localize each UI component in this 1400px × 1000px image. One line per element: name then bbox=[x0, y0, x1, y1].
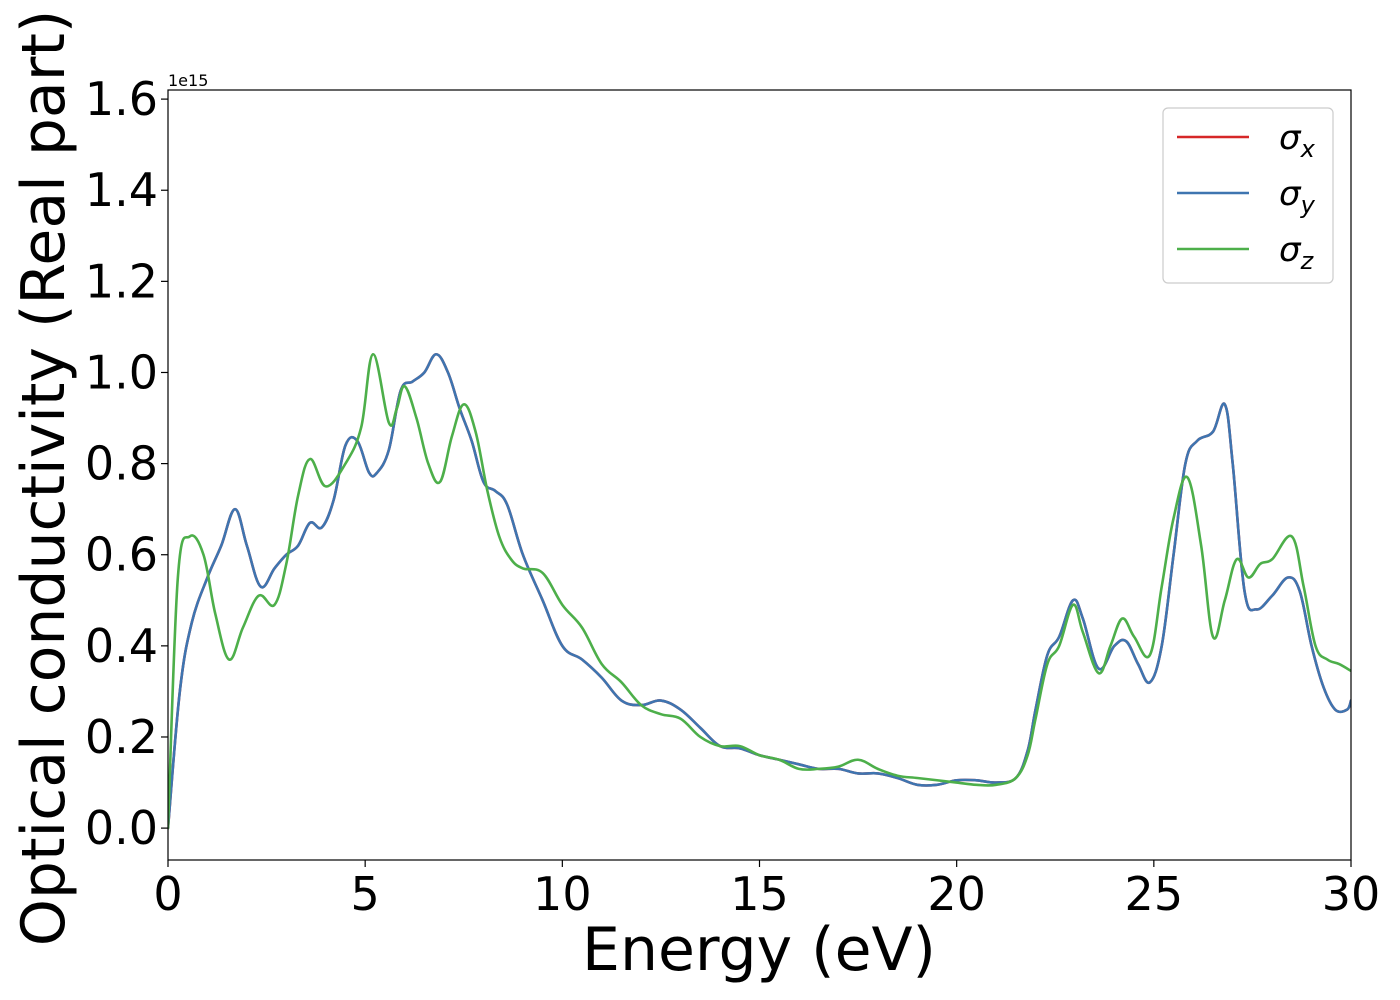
x-tick-label: 10 bbox=[533, 867, 592, 921]
x-tick-label: 15 bbox=[730, 867, 789, 921]
x-axis-label: Energy (eV) bbox=[582, 915, 936, 985]
y-tick-label: 0.2 bbox=[85, 710, 158, 764]
y-tick-label: 0.6 bbox=[85, 528, 158, 582]
y-tick-label: 0.8 bbox=[85, 437, 158, 491]
series-layer bbox=[168, 352, 1351, 830]
legend-label-x: σx bbox=[1279, 118, 1316, 163]
y-tick-label: 1.2 bbox=[85, 254, 158, 308]
y-tick-label: 1.4 bbox=[85, 163, 158, 217]
x-tick-label: 25 bbox=[1125, 867, 1184, 921]
legend-frame bbox=[1162, 107, 1334, 284]
series-line-z bbox=[168, 352, 1351, 830]
x-tick-label: 30 bbox=[1322, 867, 1381, 921]
x-tick-label: 0 bbox=[153, 867, 182, 921]
y-tick-label: 0.0 bbox=[85, 801, 158, 855]
y-tick-label: 1.6 bbox=[85, 72, 158, 126]
y-tick-label: 1.0 bbox=[85, 345, 158, 399]
x-tick-label: 5 bbox=[351, 867, 380, 921]
y-axis-offset-label: 1e15 bbox=[168, 71, 208, 90]
x-tick-label: 20 bbox=[927, 867, 986, 921]
axes-layer: 0 5 10 15 20 25 30 0.0 0.2 0.4 0.6 0.8 1.0 1.2 1.4 1.6 bbox=[85, 72, 1380, 921]
y-tick-label: 0.4 bbox=[85, 619, 158, 673]
y-axis-label: Optical conductivity (Real part) bbox=[9, 10, 79, 947]
